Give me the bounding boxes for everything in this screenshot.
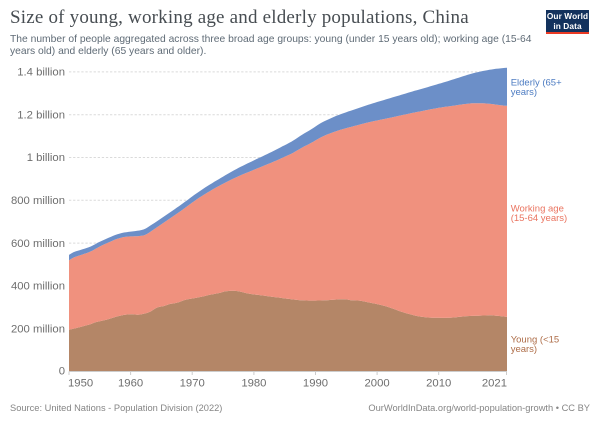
- svg-text:1950: 1950: [68, 378, 93, 390]
- svg-text:1970: 1970: [180, 378, 205, 390]
- svg-text:400 million: 400 million: [11, 281, 65, 293]
- svg-text:2010: 2010: [426, 378, 451, 390]
- svg-text:1.4 billion: 1.4 billion: [17, 67, 65, 79]
- svg-text:Elderly (65+years): Elderly (65+ years): [511, 78, 562, 98]
- svg-text:0: 0: [59, 366, 65, 378]
- svg-text:800 million: 800 million: [11, 195, 65, 207]
- svg-text:1960: 1960: [118, 378, 143, 390]
- svg-text:1980: 1980: [241, 378, 266, 390]
- svg-text:1 billion: 1 billion: [27, 152, 65, 164]
- svg-text:200 million: 200 million: [11, 323, 65, 335]
- svg-text:1990: 1990: [303, 378, 328, 390]
- svg-text:2000: 2000: [365, 378, 390, 390]
- svg-text:1.2 billion: 1.2 billion: [17, 109, 65, 121]
- svg-text:Working age(15-64 years): Working age (15-64 years): [511, 204, 568, 224]
- svg-text:2021: 2021: [482, 378, 507, 390]
- svg-text:600 million: 600 million: [11, 238, 65, 250]
